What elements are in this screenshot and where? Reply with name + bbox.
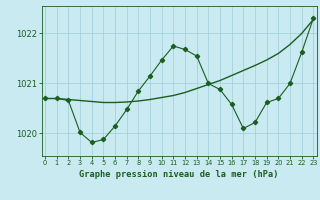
X-axis label: Graphe pression niveau de la mer (hPa): Graphe pression niveau de la mer (hPa) xyxy=(79,170,279,179)
